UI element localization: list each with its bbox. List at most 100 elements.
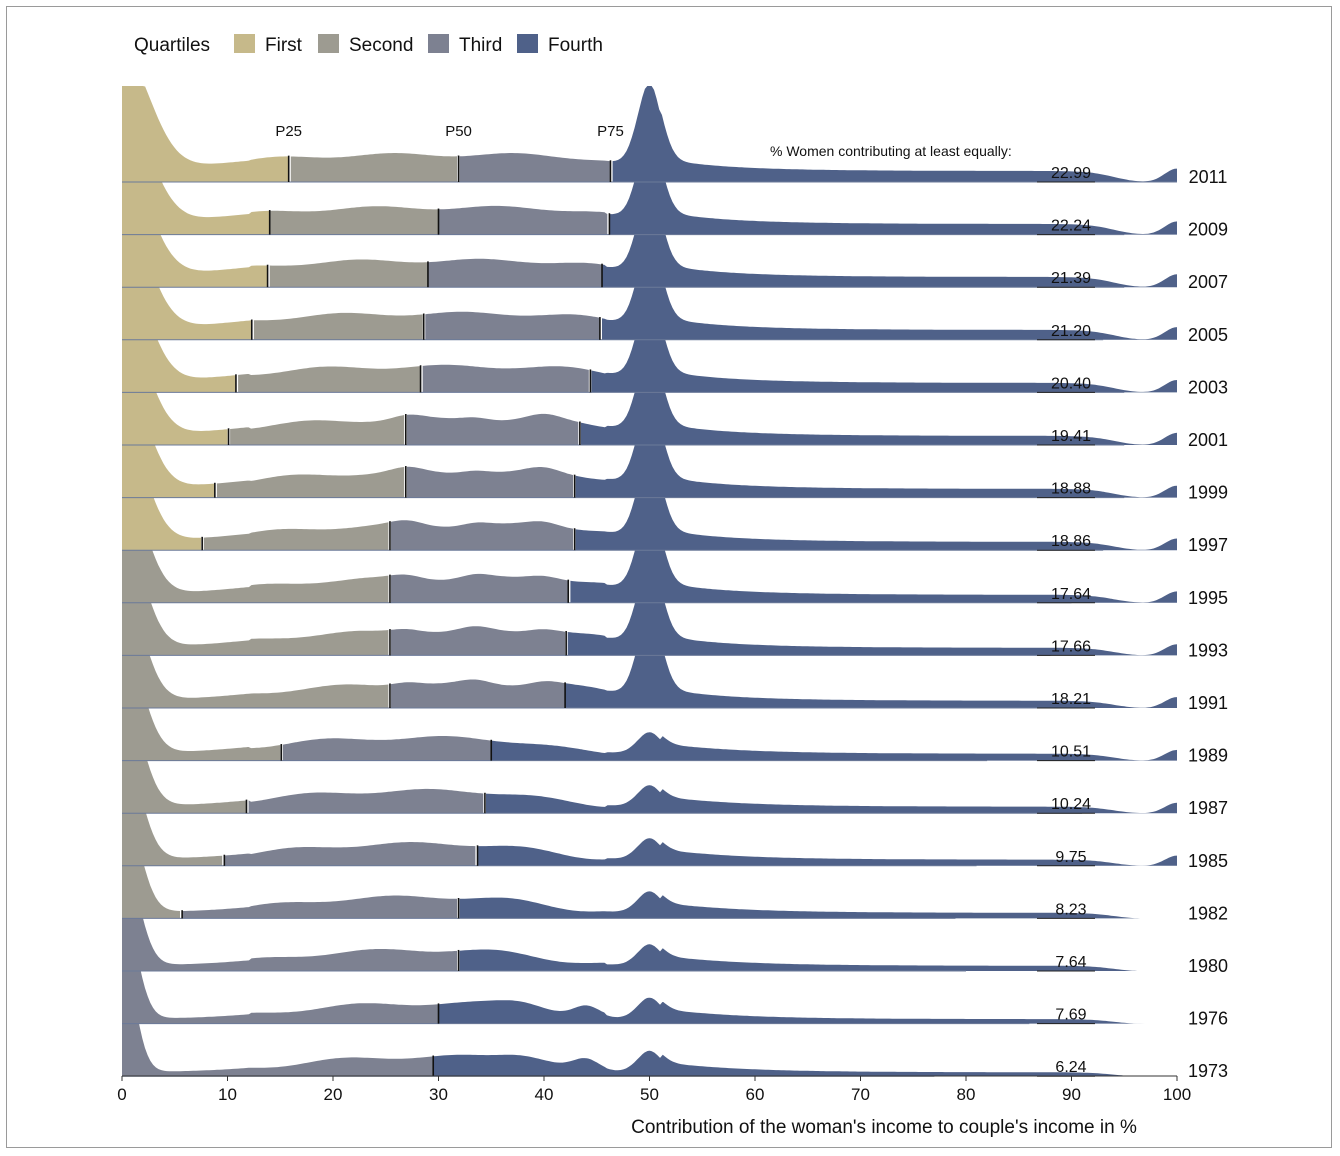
year-label-1985: 1985 xyxy=(1188,851,1228,871)
ridge-2009-quartile-3 xyxy=(438,205,608,235)
year-label-2011: 2011 xyxy=(1189,167,1228,187)
ridge-2007-quartile-4 xyxy=(602,190,1177,288)
ridge-1980: 7.64 1980 xyxy=(122,873,1228,976)
ridge-2001-quartile-3 xyxy=(406,413,579,445)
year-label-2005: 2005 xyxy=(1188,325,1228,345)
share-value-2005: 21.20 xyxy=(1051,323,1091,340)
ridge-1993-quartile-3 xyxy=(391,625,566,656)
x-tick-label-20: 20 xyxy=(324,1085,343,1104)
ridge-1976: 7.69 1976 xyxy=(122,926,1228,1029)
share-value-1997: 18.86 xyxy=(1051,533,1091,550)
year-label-1976: 1976 xyxy=(1188,1009,1228,1029)
year-label-2003: 2003 xyxy=(1188,377,1228,397)
ridge-1976-quartile-3 xyxy=(122,926,439,1024)
x-tick-label-100: 100 xyxy=(1163,1085,1191,1104)
ridge-2005-quartile-1 xyxy=(122,243,252,340)
ridge-2005-quartile-3 xyxy=(425,311,600,340)
share-value-1995: 17.64 xyxy=(1051,586,1091,603)
ridge-2005-quartile-4 xyxy=(602,243,1177,340)
share-value-2003: 20.40 xyxy=(1051,375,1091,392)
ridge-1993-quartile-2 xyxy=(122,558,389,656)
share-value-1985: 9.75 xyxy=(1055,849,1086,866)
ridge-1989-quartile-3 xyxy=(282,735,492,761)
share-header: % Women contributing at least equally: xyxy=(770,143,1012,159)
ridge-1982-quartile-3 xyxy=(182,894,457,919)
ridge-1987: 10.24 1987 xyxy=(122,715,1228,818)
ridge-2011-outline xyxy=(122,84,1178,182)
ridge-1987-quartile-3 xyxy=(248,788,484,814)
year-label-1980: 1980 xyxy=(1188,956,1228,976)
legend-swatch-third xyxy=(428,34,449,53)
percentile-label-p25: P25 xyxy=(275,123,302,140)
share-value-2011: 22.99 xyxy=(1051,165,1091,182)
ridge-1980-quartile-3 xyxy=(122,874,457,971)
ridge-2009-quartile-4 xyxy=(609,137,1177,235)
ridge-1995-quartile-3 xyxy=(391,573,568,603)
x-tick-label-70: 70 xyxy=(851,1085,870,1104)
ridge-1985-quartile-3 xyxy=(224,841,476,866)
ridge-1982-outline xyxy=(122,820,1178,920)
ridge-1973-quartile-3 xyxy=(122,979,434,1077)
ridge-2009-quartile-2 xyxy=(269,205,439,235)
ridge-1993-quartile-4 xyxy=(567,558,1177,656)
legend: Quartiles First Second Third Fourth xyxy=(134,34,603,56)
ridge-1987-quartile-2 xyxy=(122,716,246,814)
ridge-2011-quartile-1 xyxy=(122,85,289,182)
x-axis-label: Contribution of the woman's income to co… xyxy=(631,1117,1137,1138)
ridge-1995-quartile-4 xyxy=(570,506,1177,603)
legend-title: Quartiles xyxy=(134,35,210,56)
year-label-2001: 2001 xyxy=(1188,430,1228,450)
share-value-1999: 18.88 xyxy=(1051,481,1091,498)
share-value-1993: 17.66 xyxy=(1051,638,1091,655)
ridge-1991-quartile-2 xyxy=(122,611,389,708)
ridge-1999-quartile-3 xyxy=(406,466,573,498)
ridge-2009: 22.24 2009 xyxy=(122,137,1228,240)
ridge-2003-quartile-3 xyxy=(422,364,589,393)
share-value-1976: 7.69 xyxy=(1055,1007,1086,1024)
legend-label-fourth: Fourth xyxy=(548,35,603,56)
year-label-1982: 1982 xyxy=(1188,903,1228,923)
ridge-2007-quartile-2 xyxy=(269,258,428,288)
ridge-2005-quartile-2 xyxy=(253,312,423,340)
legend-label-second: Second xyxy=(349,35,413,56)
year-label-1997: 1997 xyxy=(1188,535,1228,555)
year-label-1989: 1989 xyxy=(1188,746,1228,766)
ridge-2011: 22.99 2011 xyxy=(122,84,1228,187)
ridge-1991-quartile-4 xyxy=(565,611,1177,708)
ridge-1989: 10.51 1989 xyxy=(122,663,1228,766)
year-label-1999: 1999 xyxy=(1188,483,1228,503)
ridge-1985-quartile-4 xyxy=(478,837,1178,866)
year-label-1987: 1987 xyxy=(1188,798,1228,818)
ridge-1973-outline xyxy=(122,978,1177,1077)
legend-swatch-fourth xyxy=(517,34,538,53)
share-value-1973: 6.24 xyxy=(1055,1059,1086,1076)
ridge-2011-quartile-3 xyxy=(459,152,610,182)
ridge-1999-quartile-2 xyxy=(216,466,405,498)
ridge-2007-quartile-3 xyxy=(427,258,602,288)
ridge-2003-quartile-2 xyxy=(238,365,420,393)
year-label-1993: 1993 xyxy=(1188,640,1228,660)
ridge-1985-outline xyxy=(122,768,1178,866)
year-label-2007: 2007 xyxy=(1188,272,1228,292)
ridges: 6.24 1973 7.69 1976 7.64 1980 8.23 1982 9.75 1985… xyxy=(122,84,1228,1081)
x-axis: 0 10 20 30 40 50 60 70 80 90 100 xyxy=(117,1075,1191,1104)
share-value-1991: 18.21 xyxy=(1051,691,1091,708)
x-tick-label-30: 30 xyxy=(429,1085,448,1104)
ridge-2011-quartile-4 xyxy=(612,85,1177,182)
ridge-1991: 18.21 1991 xyxy=(122,610,1228,713)
share-value-1980: 7.64 xyxy=(1055,954,1086,971)
x-tick-label-50: 50 xyxy=(640,1085,659,1104)
share-value-1987: 10.24 xyxy=(1051,796,1091,813)
ridge-1997-quartile-3 xyxy=(391,519,573,551)
x-tick-label-40: 40 xyxy=(535,1085,554,1104)
figure-frame xyxy=(6,6,1332,1148)
ridge-1997-quartile-4 xyxy=(575,453,1177,551)
share-value-2009: 22.24 xyxy=(1051,218,1091,235)
percentile-label-p75: P75 xyxy=(597,123,624,140)
ridge-1997-quartile-2 xyxy=(203,521,389,551)
ridge-1973: 6.24 1973 xyxy=(122,978,1228,1081)
x-tick-label-10: 10 xyxy=(218,1085,237,1104)
x-tick-label-80: 80 xyxy=(957,1085,976,1104)
share-value-2001: 19.41 xyxy=(1051,428,1091,445)
